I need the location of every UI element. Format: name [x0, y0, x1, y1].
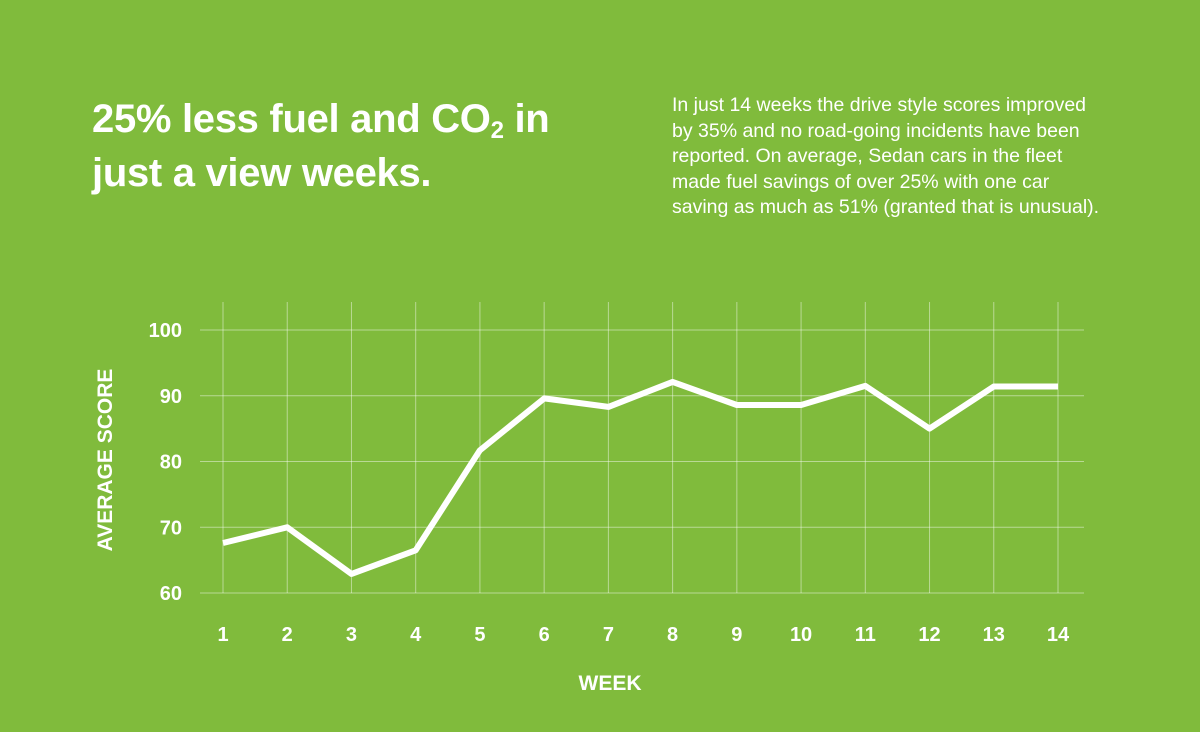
x-tick-label-11: 11 — [855, 624, 876, 646]
x-axis-tick-labels: 1 2 3 4 5 6 7 8 9 10 11 12 13 14 — [217, 624, 1070, 646]
headline: 25% less fuel and CO2 in just a view week… — [92, 92, 592, 200]
average-score-line — [222, 378, 1058, 577]
vertical-gridlines — [222, 302, 1059, 593]
y-axis-title: AVERAGE SCORE — [94, 369, 117, 552]
x-tick-label-2: 2 — [282, 624, 293, 646]
x-tick-label-6: 6 — [539, 624, 550, 646]
y-tick-label-80: 80 — [160, 452, 182, 474]
headline-line2: just a view weeks. — [92, 151, 432, 195]
data-points — [222, 381, 1059, 575]
headline-subscript: 2 — [490, 117, 504, 144]
x-tick-label-4: 4 — [410, 624, 422, 646]
x-axis-title: WEEK — [579, 672, 642, 695]
y-tick-label-90: 90 — [160, 386, 182, 408]
horizontal-gridlines — [200, 329, 1084, 594]
y-tick-label-70: 70 — [160, 517, 182, 539]
x-tick-label-5: 5 — [474, 624, 485, 646]
y-axis-tick-labels: 60 70 80 90 100 — [149, 320, 182, 605]
y-tick-label-100: 100 — [149, 320, 182, 342]
description-text: In just 14 weeks the drive style scores … — [672, 94, 1100, 218]
x-tick-label-9: 9 — [731, 624, 742, 646]
headline-line1-prefix: 25% less fuel and CO — [92, 97, 491, 141]
x-tick-label-7: 7 — [603, 624, 614, 646]
x-tick-label-14: 14 — [1047, 624, 1070, 646]
x-tick-label-8: 8 — [667, 624, 678, 646]
x-tick-label-13: 13 — [983, 624, 1005, 646]
headline-line1-suffix: in — [503, 97, 550, 141]
x-tick-label-1: 1 — [217, 624, 228, 646]
x-tick-label-12: 12 — [918, 624, 940, 646]
y-tick-label-60: 60 — [160, 583, 182, 605]
x-tick-label-10: 10 — [790, 624, 812, 646]
x-tick-label-3: 3 — [346, 624, 357, 646]
